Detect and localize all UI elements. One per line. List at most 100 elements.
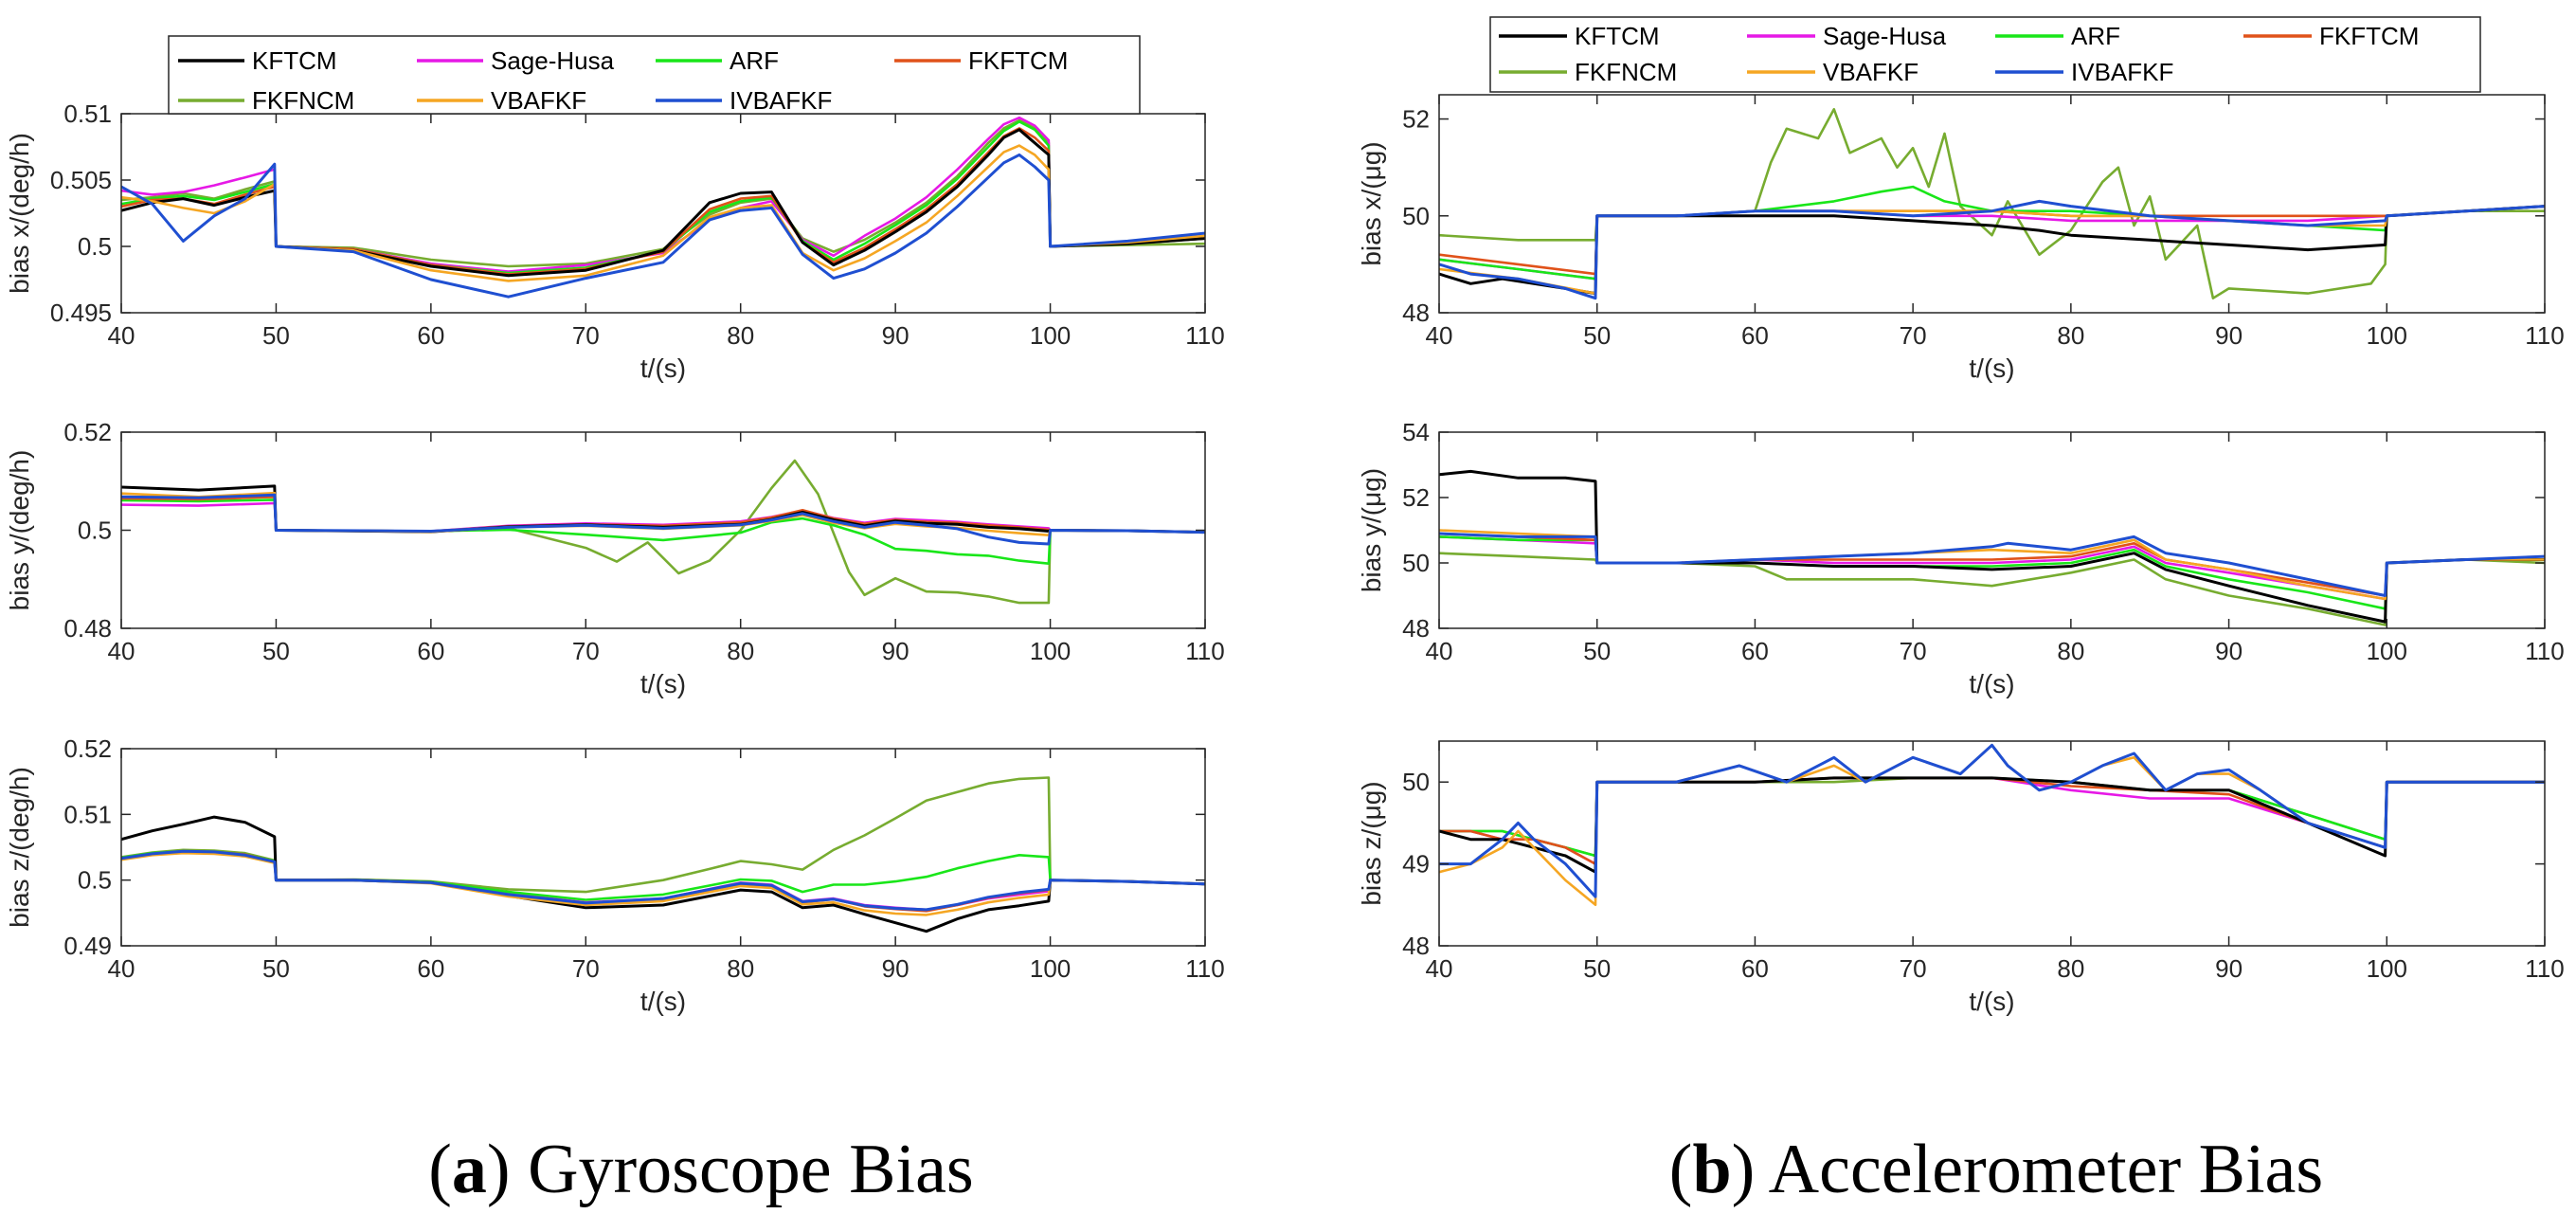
x-tick-label: 70 bbox=[1900, 321, 1927, 350]
x-tick-label: 40 bbox=[1426, 954, 1453, 983]
y-tick-label: 0.5 bbox=[78, 232, 112, 261]
series-group bbox=[1439, 743, 2545, 907]
x-tick-label: 100 bbox=[2367, 637, 2407, 665]
axes-frame bbox=[1438, 431, 2546, 629]
y-tick-label: 48 bbox=[1402, 299, 1430, 327]
y-axis-label: bias z/(deg/h) bbox=[5, 767, 34, 928]
x-tick-label: 100 bbox=[1030, 321, 1071, 350]
caption-accelerometer: (b) Accelerometer Bias bbox=[1669, 1131, 2323, 1208]
caption-text-b: Accelerometer Bias bbox=[1755, 1131, 2323, 1208]
x-tick-label: 90 bbox=[882, 637, 910, 665]
legend-item-kftcm: KFTCM bbox=[178, 46, 337, 75]
x-tick-label: 70 bbox=[1900, 954, 1927, 983]
plot-gyro-z: 40 50 60 70 80 90 100 110 0.49 0.5 0.51 0.52 t/(s) bi… bbox=[5, 734, 1225, 1016]
x-tick-label: 60 bbox=[417, 954, 444, 983]
y-tick-label: 0.505 bbox=[50, 166, 112, 194]
legend-item-fkftcm: FKFTCM bbox=[894, 46, 1068, 75]
y-tick-label: 50 bbox=[1402, 768, 1430, 796]
y-tick-label: 52 bbox=[1402, 105, 1430, 134]
legend-item-arf: ARF bbox=[656, 46, 779, 75]
y-axis-label: bias y/(deg/h) bbox=[5, 450, 34, 611]
x-tick-label: 80 bbox=[727, 321, 754, 350]
x-axis-label: t/(s) bbox=[1969, 669, 2014, 698]
legend-label: FKFTCM bbox=[2319, 22, 2419, 50]
x-tick-label: 90 bbox=[2215, 637, 2243, 665]
x-tick-label: 80 bbox=[727, 954, 754, 983]
x-tick-label: 90 bbox=[2215, 321, 2243, 350]
x-tick-label: 60 bbox=[1741, 637, 1769, 665]
legend-item-vbafkf: VBAFKF bbox=[417, 86, 586, 115]
series-ivbafkf bbox=[1439, 199, 2545, 300]
series-ivbafkf bbox=[1439, 532, 2545, 597]
series-sage-husa bbox=[121, 116, 1205, 273]
legend-label: ARF bbox=[730, 46, 779, 75]
axes-frame bbox=[1438, 740, 2546, 947]
series-ivbafkf bbox=[121, 849, 1205, 912]
legend-label: ARF bbox=[2071, 22, 2120, 50]
x-tick-label: 110 bbox=[1185, 637, 1224, 665]
x-tick-label: 80 bbox=[2057, 637, 2084, 665]
series-ivbafkf bbox=[121, 153, 1205, 299]
x-axis-label: t/(s) bbox=[1969, 353, 2014, 383]
legend-label: Sage-Husa bbox=[1823, 22, 1947, 50]
caption-label-a: a bbox=[452, 1131, 487, 1208]
caption-label-b: b bbox=[1692, 1131, 1731, 1208]
y-tick-label: 50 bbox=[1402, 549, 1430, 577]
series-group bbox=[121, 776, 1205, 933]
x-tick-label: 60 bbox=[1741, 321, 1769, 350]
plot-area bbox=[121, 114, 1205, 313]
y-tick-label: 0.49 bbox=[63, 932, 112, 960]
x-tick-label: 70 bbox=[572, 637, 600, 665]
y-axis-label: bias z/(μg) bbox=[1357, 781, 1386, 905]
y-tick-label: 50 bbox=[1402, 202, 1430, 230]
series-group bbox=[121, 116, 1205, 299]
x-tick-label: 50 bbox=[262, 637, 290, 665]
x-tick-label: 60 bbox=[1741, 954, 1769, 983]
caption-text-a: Gyroscope Bias bbox=[511, 1131, 974, 1208]
plot-acc-y: 40 50 60 70 80 90 100 110 48 50 52 54 t/(s) bias y/(μ… bbox=[1357, 418, 2565, 698]
series-vbafkf bbox=[121, 144, 1205, 282]
series-fkfncm bbox=[1439, 108, 2545, 300]
legend-box bbox=[168, 35, 1141, 115]
y-tick-label: 49 bbox=[1402, 850, 1430, 879]
legend-item-fkfncm: FKFNCM bbox=[1499, 58, 1677, 86]
x-tick-label: 80 bbox=[2057, 954, 2084, 983]
legend-item-sage-husa: Sage-Husa bbox=[1747, 22, 1947, 50]
x-tick-label: 50 bbox=[1583, 637, 1611, 665]
x-tick-label: 110 bbox=[2525, 954, 2564, 983]
plot-area bbox=[1439, 95, 2545, 313]
series-group bbox=[121, 459, 1205, 605]
x-tick-label: 40 bbox=[1426, 321, 1453, 350]
legend-gyroscope: KFTCM Sage-Husa ARF FKFTCM FKFNCM VBAFKF IVBAF… bbox=[168, 35, 1141, 115]
series-group bbox=[1439, 108, 2545, 300]
y-axis-label: bias x/(deg/h) bbox=[5, 133, 34, 294]
x-tick-label: 40 bbox=[1426, 637, 1453, 665]
legend-item-fkftcm: FKFTCM bbox=[2243, 22, 2419, 50]
plot-gyro-y: 40 50 60 70 80 90 100 110 0.48 0.5 0.52 t/(s) bias y… bbox=[5, 418, 1225, 698]
legend-label: KFTCM bbox=[1575, 22, 1660, 50]
x-tick-label: 110 bbox=[2525, 637, 2564, 665]
x-axis-label: t/(s) bbox=[1969, 987, 2014, 1016]
series-ivbafkf bbox=[1439, 743, 2545, 898]
x-tick-label: 40 bbox=[108, 954, 135, 983]
x-tick-label: 70 bbox=[572, 321, 600, 350]
legend-label: IVBAFKF bbox=[2071, 58, 2173, 86]
legend-label: KFTCM bbox=[252, 46, 337, 75]
y-tick-label: 48 bbox=[1402, 614, 1430, 643]
series-group bbox=[1439, 469, 2545, 626]
x-tick-label: 70 bbox=[1900, 637, 1927, 665]
legend-box bbox=[1489, 16, 2481, 93]
x-tick-label: 100 bbox=[2367, 954, 2407, 983]
x-tick-label: 110 bbox=[1185, 321, 1224, 350]
y-tick-label: 0.5 bbox=[78, 516, 112, 545]
legend-item-ivbafkf: IVBAFKF bbox=[1995, 58, 2173, 86]
x-axis-label: t/(s) bbox=[640, 987, 686, 1016]
plot-area bbox=[121, 749, 1205, 946]
panels: 40 50 60 70 80 90 100 110 0.495 0.5 0.505 0.51 t/(s)… bbox=[5, 94, 2565, 1016]
legend-item-kftcm: KFTCM bbox=[1499, 22, 1660, 50]
legend-item-arf: ARF bbox=[1995, 22, 2120, 50]
y-tick-label: 0.52 bbox=[63, 418, 112, 446]
y-tick-label: 0.5 bbox=[78, 866, 112, 895]
y-tick-label: 0.51 bbox=[63, 800, 112, 828]
legend-label: Sage-Husa bbox=[491, 46, 615, 75]
